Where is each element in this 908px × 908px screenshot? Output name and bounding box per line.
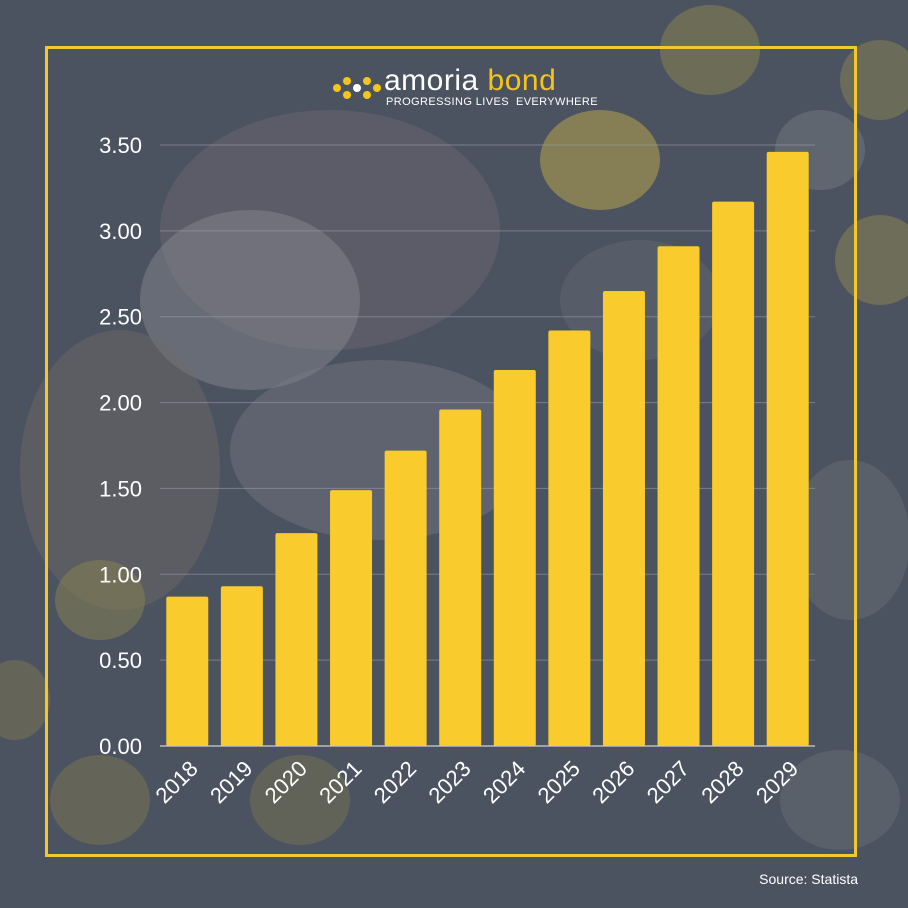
x-axis: 2018 2019 2020 2021 2022 2023 2024 2025 2026 2027… [151, 756, 804, 808]
bar-2019 [220, 586, 263, 746]
x-tick-label: 2020 [260, 756, 312, 808]
x-tick-label: 2027 [642, 756, 694, 808]
brand-name-part2: bond [487, 64, 557, 97]
tagline-part1: PROGRESSING LIVES [386, 96, 509, 108]
bar-2022 [384, 450, 427, 746]
x-tick-label: 2019 [205, 756, 257, 808]
bar-2021 [330, 490, 373, 746]
bar-2018 [166, 596, 209, 746]
brand-name-part1: amoria [384, 64, 479, 97]
x-tick-label: 2021 [314, 756, 366, 808]
tagline-part2: EVERYWHERE [515, 96, 598, 108]
brand-wordmark: amoria bond [384, 66, 556, 96]
y-tick-label: 0.50 [99, 648, 142, 673]
bar-2029 [766, 151, 809, 746]
y-tick-label: 1.50 [99, 476, 142, 501]
bar-2023 [439, 409, 482, 746]
bar-2027 [657, 246, 700, 746]
y-tick-label: 2.00 [99, 391, 142, 416]
brand-logo: amoria bond PROGRESSING LIVES EVERYWHERE [332, 66, 598, 112]
y-tick-label: 1.00 [99, 562, 142, 587]
x-tick-label: 2022 [369, 756, 421, 808]
bars [166, 151, 809, 746]
grid-lines [160, 144, 815, 747]
bar-2026 [602, 290, 645, 746]
y-tick-label: 3.50 [99, 133, 142, 158]
y-tick-label: 3.00 [99, 219, 142, 244]
x-tick-label: 2024 [478, 756, 530, 808]
x-tick-label: 2023 [423, 756, 475, 808]
x-tick-label: 2026 [587, 756, 639, 808]
brand-tagline: PROGRESSING LIVES EVERYWHERE [386, 96, 598, 108]
dots-logo-icon [333, 77, 381, 99]
bar-2020 [275, 533, 318, 746]
chart-frame [45, 46, 857, 857]
y-tick-label: 0.00 [99, 734, 142, 759]
x-tick-label: 2025 [533, 756, 585, 808]
x-tick-label: 2028 [696, 756, 748, 808]
source-note: Source: Statista [759, 871, 858, 887]
x-tick-label: 2018 [151, 756, 203, 808]
bar-2028 [712, 201, 755, 746]
y-axis: 0.00 0.50 1.00 1.50 2.00 2.50 3.00 3.50 [99, 133, 142, 759]
bar-2024 [493, 369, 536, 746]
bar-2025 [548, 330, 591, 746]
y-tick-label: 2.50 [99, 305, 142, 330]
x-tick-label: 2029 [751, 756, 803, 808]
